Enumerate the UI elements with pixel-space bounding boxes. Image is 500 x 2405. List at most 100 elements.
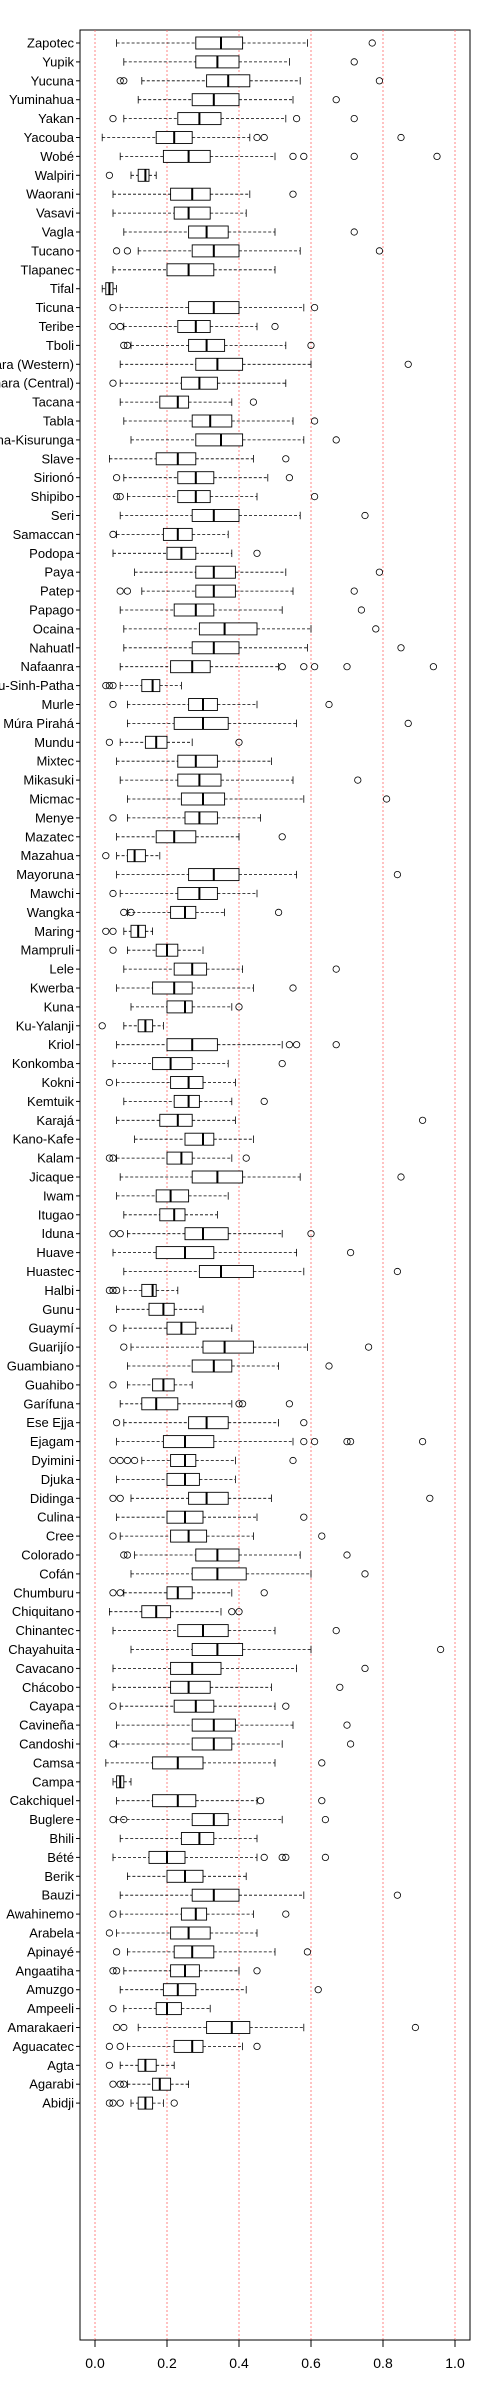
outlier-point bbox=[351, 588, 357, 594]
box-group: Mikasuki bbox=[23, 773, 361, 788]
category-label: Mixtec bbox=[36, 754, 74, 769]
outlier-point bbox=[394, 871, 400, 877]
box-iqr bbox=[171, 188, 211, 200]
category-label: Amuzgo bbox=[26, 1982, 74, 1997]
outlier-point bbox=[437, 1646, 443, 1652]
outlier-point bbox=[117, 323, 123, 329]
outlier-point bbox=[333, 1042, 339, 1048]
category-label: Murle-Mundukuru-Sinh-Patha bbox=[0, 678, 75, 693]
category-label: Yuminahua bbox=[9, 92, 75, 107]
box-iqr bbox=[156, 453, 196, 465]
x-axis-tick-label: 0.4 bbox=[229, 2355, 249, 2371]
box-iqr bbox=[174, 604, 214, 616]
category-label: Murle bbox=[41, 697, 74, 712]
category-label: Itugao bbox=[38, 1207, 74, 1222]
outlier-point bbox=[286, 1042, 292, 1048]
box-group: Kokni bbox=[41, 1075, 235, 1090]
category-label: Cavineña bbox=[19, 1718, 75, 1733]
box-group: Kalam bbox=[37, 1151, 249, 1166]
box-group: Tboli bbox=[46, 338, 314, 353]
box-group: Ampeeli bbox=[27, 2001, 210, 2016]
box-group: Chácobo bbox=[22, 1680, 343, 1695]
category-label: Yucuna bbox=[31, 73, 75, 88]
category-label: Múra Pirahá bbox=[3, 716, 75, 731]
category-label: Konkomba bbox=[12, 1056, 75, 1071]
outlier-point bbox=[398, 134, 404, 140]
box-iqr bbox=[196, 434, 243, 446]
box-group: Murle bbox=[41, 697, 332, 712]
category-label: Aguacatec bbox=[13, 2039, 75, 2054]
box-iqr bbox=[196, 358, 243, 370]
category-label: Mampruli bbox=[21, 943, 75, 958]
box-group: Chayahuita bbox=[8, 1642, 444, 1657]
box-group: Tarahumara (Central) bbox=[0, 376, 286, 391]
category-label: Guaymí bbox=[28, 1321, 74, 1336]
outlier-point bbox=[229, 1609, 235, 1615]
box-iqr bbox=[178, 755, 218, 767]
category-label: Abidji bbox=[42, 2096, 74, 2111]
category-label: Menye bbox=[35, 810, 74, 825]
box-iqr bbox=[192, 1889, 239, 1901]
category-label: Tarahumara (Western) bbox=[0, 357, 74, 372]
box-group: Walpiri bbox=[35, 168, 156, 183]
category-label: Gunu bbox=[42, 1302, 74, 1317]
outlier-point bbox=[319, 1760, 325, 1766]
outlier-point bbox=[376, 569, 382, 575]
box-group: Itugao bbox=[38, 1207, 218, 1222]
category-label: Sirionó bbox=[34, 470, 74, 485]
outlier-point bbox=[344, 1552, 350, 1558]
category-label: Buglere bbox=[29, 1812, 74, 1827]
outlier-point bbox=[117, 2100, 123, 2106]
box-iqr bbox=[167, 1001, 192, 1013]
box-group: Campa bbox=[32, 1774, 131, 1789]
outlier-point bbox=[301, 153, 307, 159]
category-label: Colorado bbox=[21, 1548, 74, 1563]
outlier-point bbox=[344, 1722, 350, 1728]
outlier-point bbox=[131, 1457, 137, 1463]
box-iqr bbox=[181, 1833, 213, 1845]
outlier-point bbox=[110, 701, 116, 707]
category-label: Ticuna bbox=[35, 300, 74, 315]
outlier-point bbox=[315, 1987, 321, 1993]
category-label: Paya bbox=[44, 565, 74, 580]
box-group: Teribe bbox=[39, 319, 279, 334]
box-group: Nafaanra bbox=[21, 659, 437, 674]
category-label: Mawchi bbox=[30, 886, 74, 901]
x-axis-tick-label: 1.0 bbox=[445, 2355, 465, 2371]
box-iqr bbox=[160, 1209, 185, 1221]
outlier-point bbox=[106, 2062, 112, 2068]
box-group: Menye bbox=[35, 810, 261, 825]
outlier-point bbox=[337, 1684, 343, 1690]
box-iqr bbox=[174, 1946, 214, 1958]
category-label: Wangka bbox=[27, 905, 75, 920]
box-group: Aguacatec bbox=[13, 2039, 261, 2054]
outlier-point bbox=[286, 475, 292, 481]
box-group: Papago bbox=[29, 603, 364, 618]
outlier-point bbox=[113, 1287, 119, 1293]
box-iqr bbox=[160, 396, 189, 408]
box-group: Tucano bbox=[31, 243, 382, 258]
category-label: Candoshi bbox=[19, 1737, 74, 1752]
category-label: Amarakaeri bbox=[8, 2020, 75, 2035]
category-label: Tarahumara (Central) bbox=[0, 376, 74, 391]
box-group: Huastec bbox=[26, 1264, 400, 1279]
outlier-point bbox=[333, 966, 339, 972]
category-label: Karajá bbox=[36, 1113, 74, 1128]
outlier-point bbox=[351, 59, 357, 65]
box-iqr bbox=[203, 1341, 253, 1353]
outlier-point bbox=[344, 1438, 350, 1444]
x-axis-tick-label: 0.2 bbox=[157, 2355, 177, 2371]
outlier-point bbox=[301, 1420, 307, 1426]
outlier-point bbox=[254, 134, 260, 140]
category-label: Dyimini bbox=[31, 1453, 74, 1468]
box-iqr bbox=[167, 264, 214, 276]
outlier-point bbox=[121, 2024, 127, 2030]
outlier-point bbox=[304, 1949, 310, 1955]
outlier-point bbox=[290, 1457, 296, 1463]
box-group: Vagla bbox=[42, 225, 358, 240]
category-label: Kemtuik bbox=[27, 1094, 74, 1109]
outlier-point bbox=[110, 1495, 116, 1501]
x-axis-tick-label: 0.0 bbox=[85, 2355, 105, 2371]
outlier-point bbox=[171, 2100, 177, 2106]
box-iqr bbox=[138, 2059, 156, 2071]
